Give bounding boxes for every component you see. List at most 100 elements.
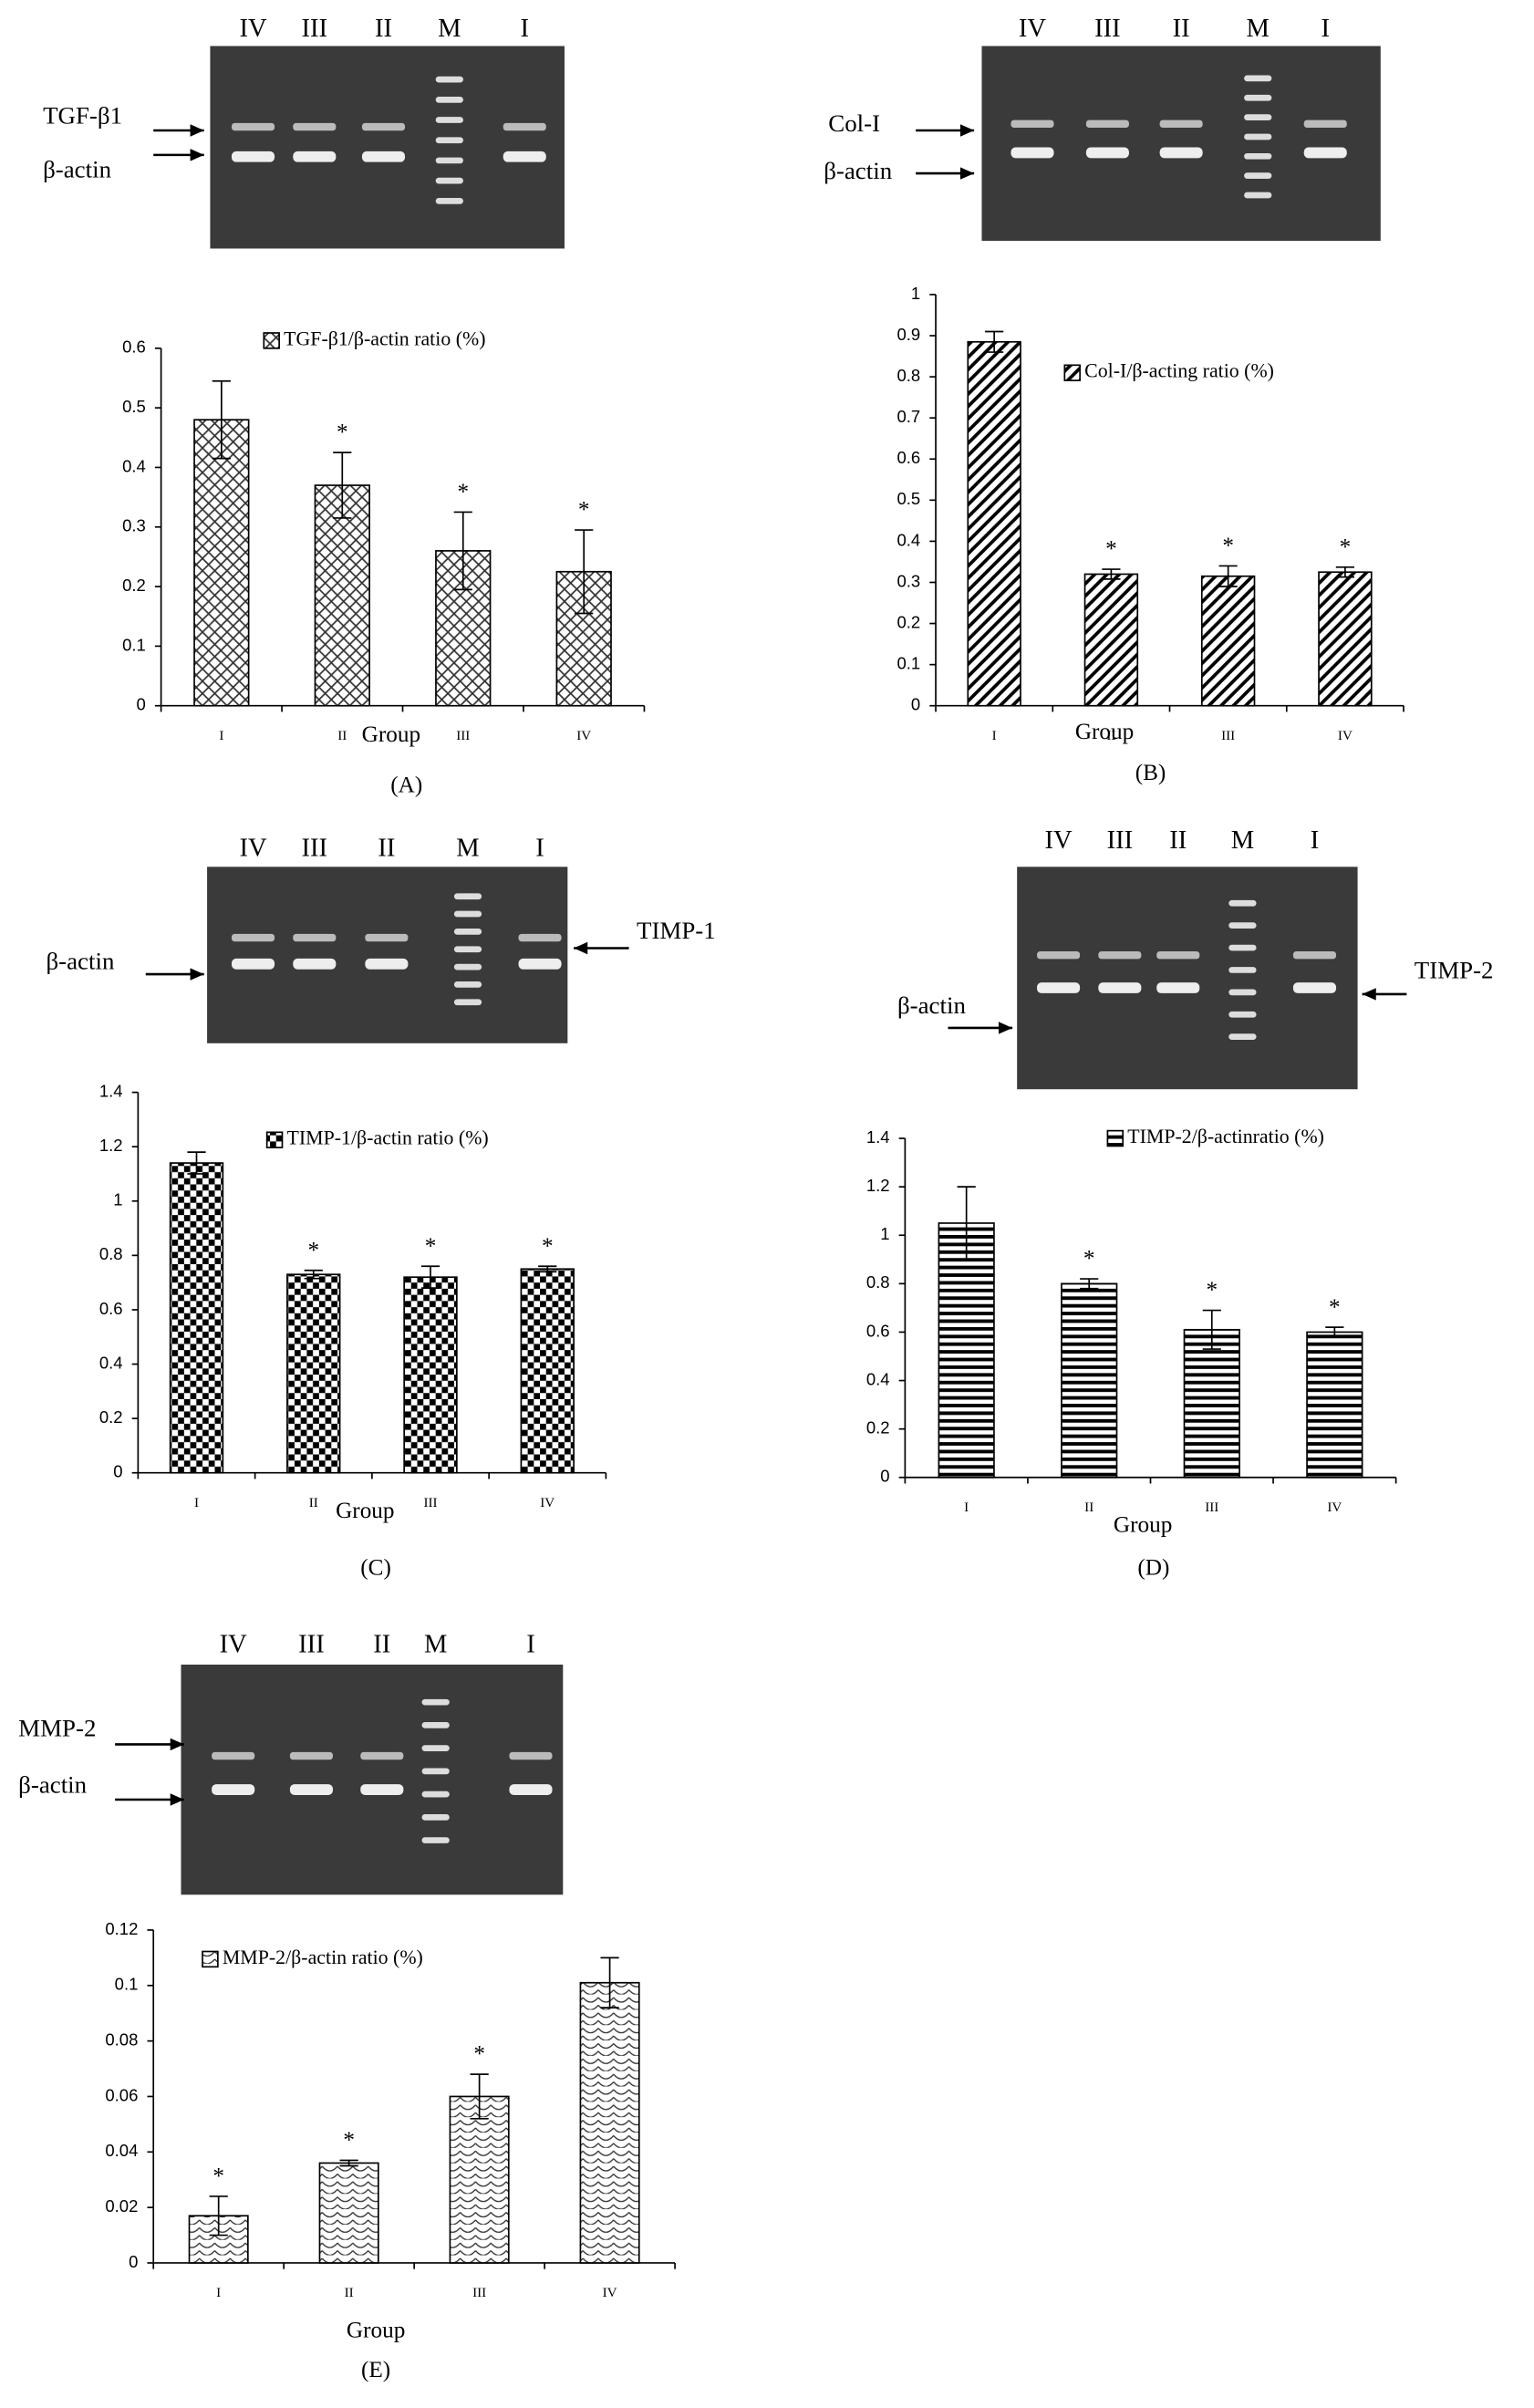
ladder-band [1244,94,1272,101]
gel-band [1011,147,1054,159]
significance: * [1105,537,1117,562]
x-tick-label: IV [1327,1500,1342,1515]
gel-image [210,46,565,249]
y-tick-label: 0.8 [897,366,920,385]
lane-label: IV [239,834,267,862]
x-tick-label: III [456,729,470,743]
error-bar [600,1956,619,2008]
panel-label: (E) [361,2358,390,2382]
legend-label: Col-I/β-acting ratio (%) [1084,360,1274,382]
x-tick-label: II [1084,1500,1093,1515]
y-tick-label: 0.6 [99,1299,123,1318]
gel-band [361,150,406,162]
error-bar [1335,566,1354,578]
x-axis-title: Group [362,722,420,747]
lane-label: I [1321,15,1330,43]
y-tick-label: 0.8 [866,1272,890,1292]
y-tick-label: 0.5 [897,489,920,508]
ladder-band [421,1790,450,1798]
significance: * [542,1234,554,1259]
arrow-head [959,124,975,137]
lane-label: IV [239,15,267,43]
lane-label: M [438,15,461,43]
gel-band [509,1784,553,1795]
gel-band [1085,119,1129,129]
bar [449,2095,510,2264]
y-tick-label: 0.3 [122,516,146,535]
x-tick-label: II [1106,729,1115,743]
lane-label: M [456,834,479,862]
y-tick-label: 0.4 [99,1353,123,1372]
error-bar [985,330,1004,353]
error-bar [1102,568,1121,580]
ladder-band [421,1745,450,1752]
gel-band [1159,147,1203,159]
gel-band [212,1784,255,1795]
lane-label: III [302,15,328,43]
significance: * [1222,534,1234,558]
ladder-band [1228,899,1257,907]
bar [403,1276,458,1474]
bar [193,419,250,707]
y-tick-label: 0 [113,1462,122,1481]
gel-band [509,1751,553,1760]
y-tick-label: 0 [136,695,145,714]
y-tick-label: 0.4 [866,1369,890,1388]
lane-label: III [1107,826,1134,855]
significance: * [212,2164,224,2189]
error-bar [1325,1326,1344,1338]
ladder-band [435,157,463,164]
significance: * [1083,1247,1095,1271]
significance: * [337,420,348,445]
x-axis-title: Group [1075,720,1134,744]
ladder-band [453,929,482,935]
y-tick-label: 0.04 [105,2141,138,2160]
y-tick-label: 0.1 [115,1975,139,1994]
y-tick-label: 0.8 [99,1244,123,1263]
ladder-band [435,117,463,123]
x-tick-label: I [219,729,223,743]
gel-band [212,1751,255,1760]
bar [318,2162,379,2264]
lane-label: IV [220,1630,248,1658]
arrow-head [170,1738,184,1751]
bar [1200,575,1256,707]
bar [1061,1282,1118,1479]
panel-label: (C) [360,1555,391,1580]
bar [1306,1331,1363,1479]
bar [1083,573,1139,707]
error-bar [538,1265,557,1273]
ladder-band [453,910,482,918]
ladder-band [1244,133,1272,140]
x-tick-label: II [309,1496,318,1510]
gel-band [293,150,337,162]
gel-band [1098,951,1142,960]
x-tick-label: IV [603,2286,617,2300]
y-tick-label: 0 [911,695,920,714]
bar [967,340,1021,707]
band-label: β-actin [46,947,114,974]
gel-band [1303,119,1347,129]
bar [1318,571,1373,707]
lane-label: IV [1019,15,1047,43]
error-bar [187,1151,206,1175]
y-tick-label: 0.6 [866,1321,890,1340]
gel-band [289,1751,333,1760]
band-label: TGF-β1 [43,102,122,130]
legend-label: TGF-β1/β-actin ratio (%) [284,327,485,349]
gel-band [293,933,337,942]
bar [286,1273,341,1474]
significance: * [343,2128,355,2153]
y-tick-label: 1.2 [99,1136,123,1155]
y-tick-label: 0.2 [897,612,920,631]
lane-label: II [375,15,392,43]
panel-label: (A) [390,773,422,798]
y-tick-label: 1.4 [866,1127,890,1147]
ladder-band [453,946,482,953]
ladder-band [1228,967,1257,973]
bar [579,1981,640,2264]
band-label: TIMP-2 [1415,957,1494,984]
arrow-head [574,941,588,955]
y-tick-label: 0.1 [122,635,146,654]
